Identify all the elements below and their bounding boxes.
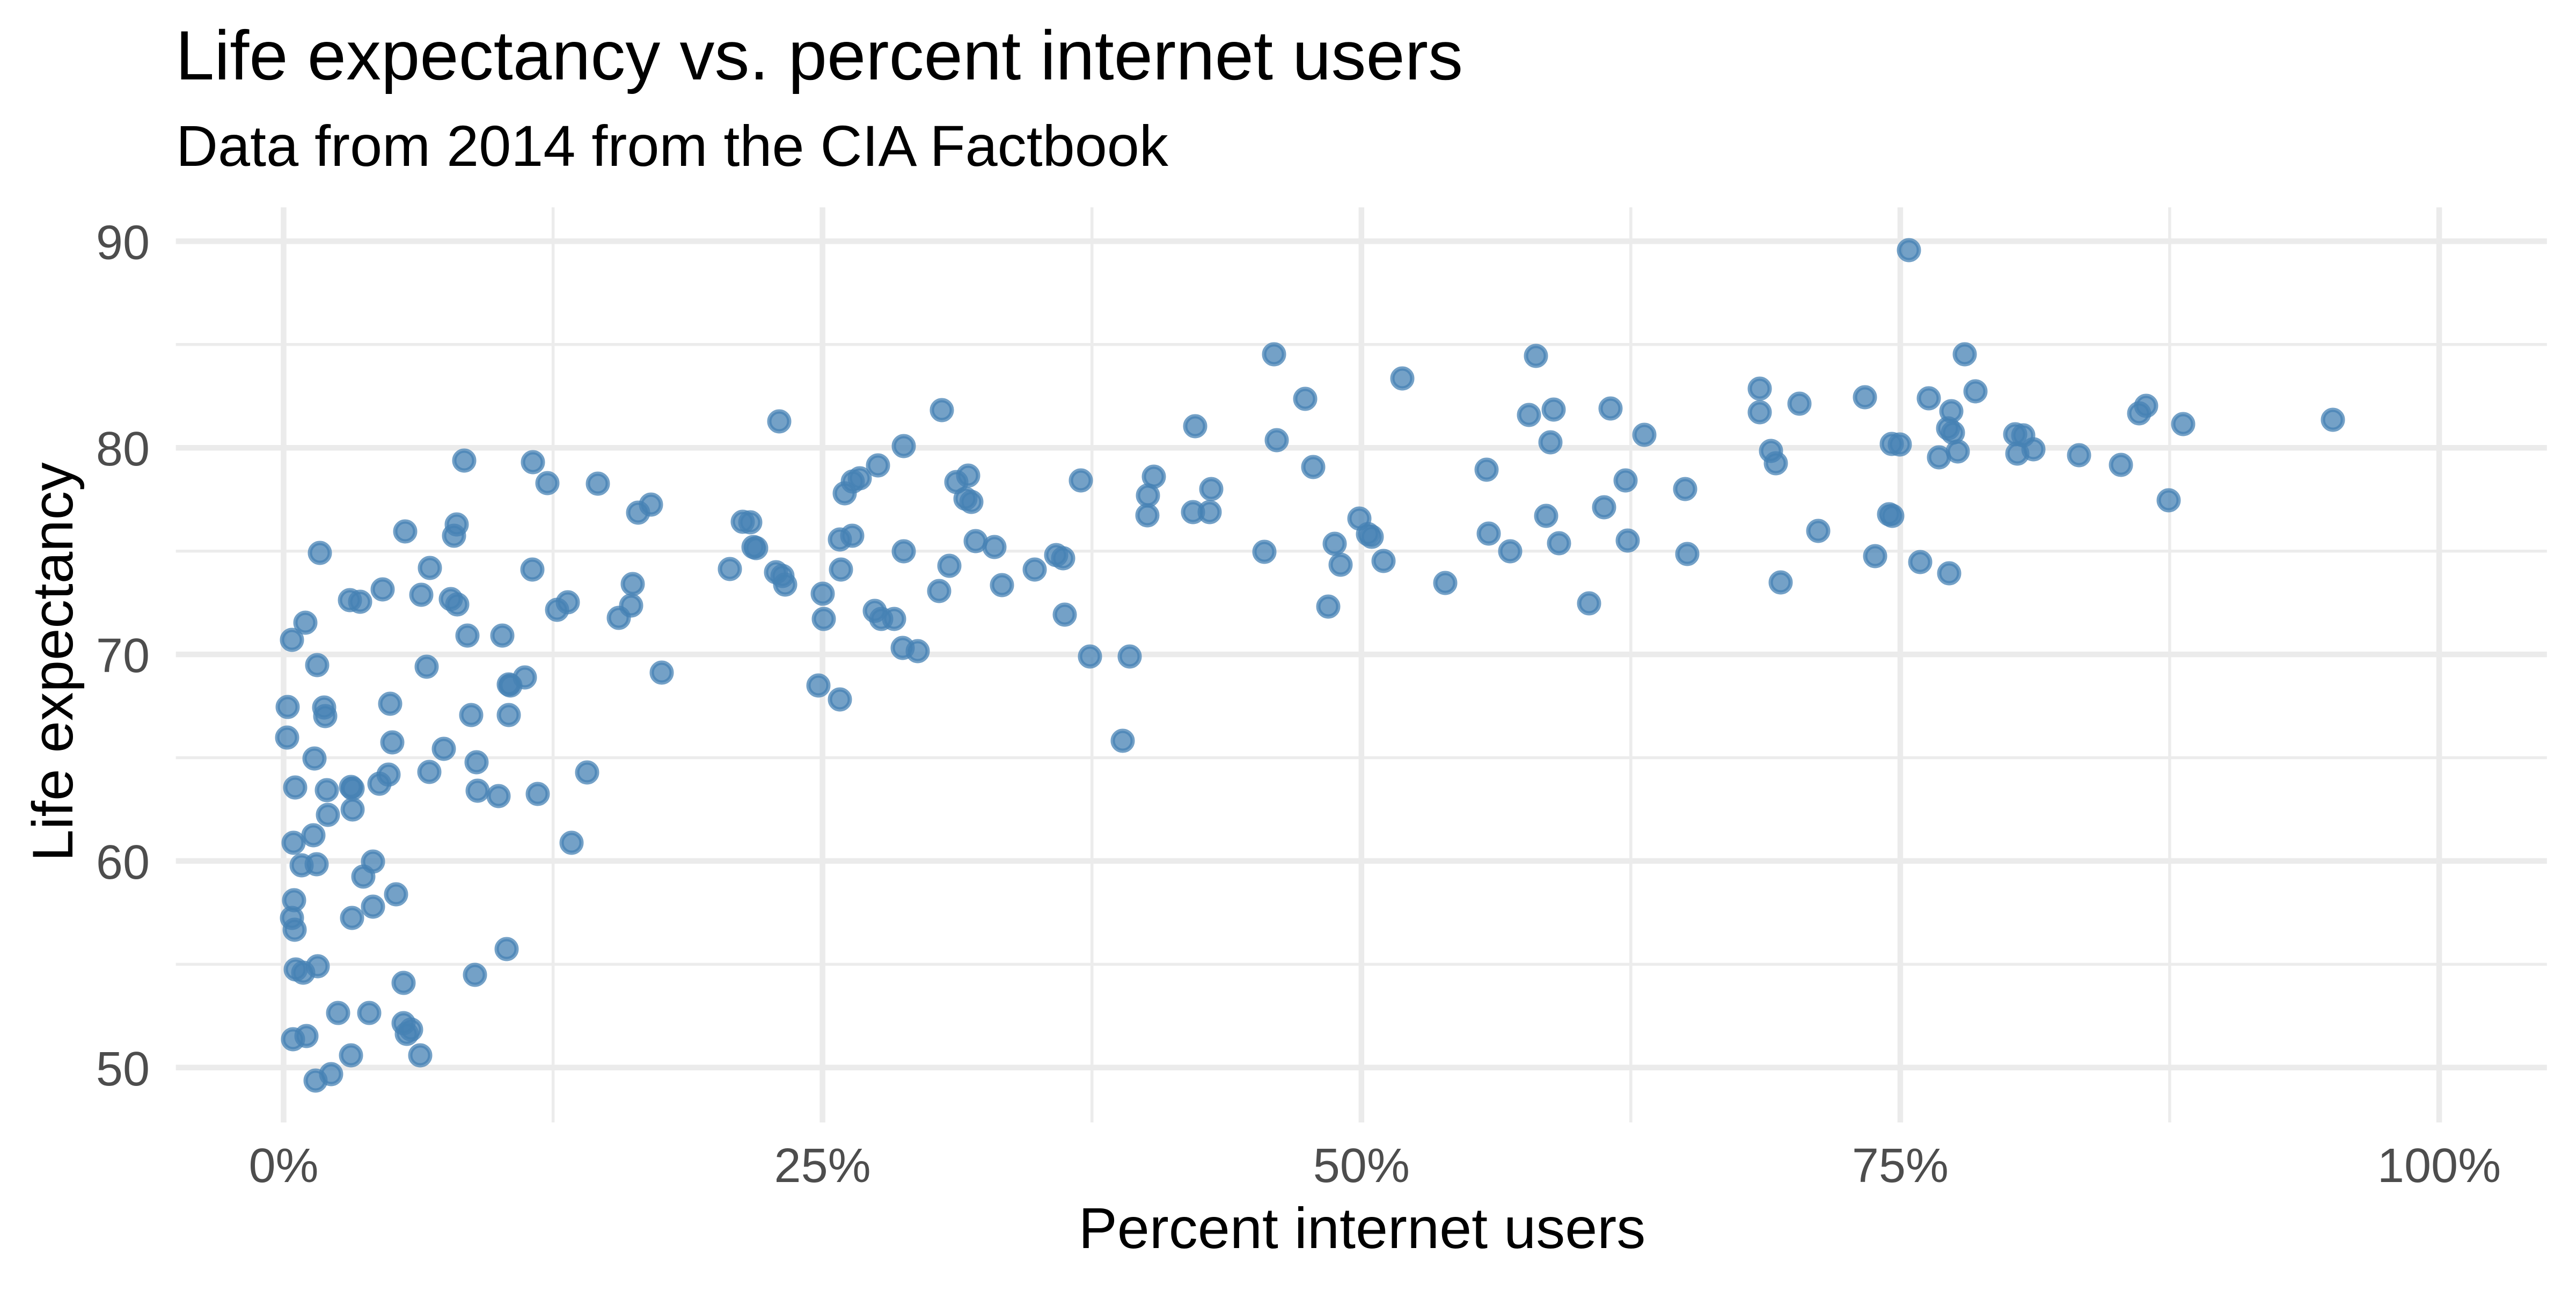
- svg-text:75%: 75%: [1852, 1139, 1949, 1193]
- svg-text:70: 70: [96, 629, 150, 683]
- svg-text:60: 60: [96, 836, 150, 889]
- svg-text:50%: 50%: [1313, 1139, 1410, 1193]
- svg-text:0%: 0%: [248, 1139, 318, 1193]
- svg-text:Life expectancy vs. percent in: Life expectancy vs. percent internet use…: [175, 16, 1463, 94]
- svg-text:Percent internet users: Percent internet users: [1079, 1195, 1646, 1260]
- svg-text:50: 50: [96, 1042, 150, 1096]
- svg-text:100%: 100%: [2377, 1139, 2501, 1193]
- svg-text:25%: 25%: [774, 1139, 871, 1193]
- svg-text:90: 90: [96, 216, 150, 269]
- svg-text:Data from 2014 from the CIA Fa: Data from 2014 from the CIA Factbook: [176, 113, 1169, 178]
- svg-text:80: 80: [96, 422, 150, 476]
- svg-text:Life expectancy: Life expectancy: [20, 462, 85, 862]
